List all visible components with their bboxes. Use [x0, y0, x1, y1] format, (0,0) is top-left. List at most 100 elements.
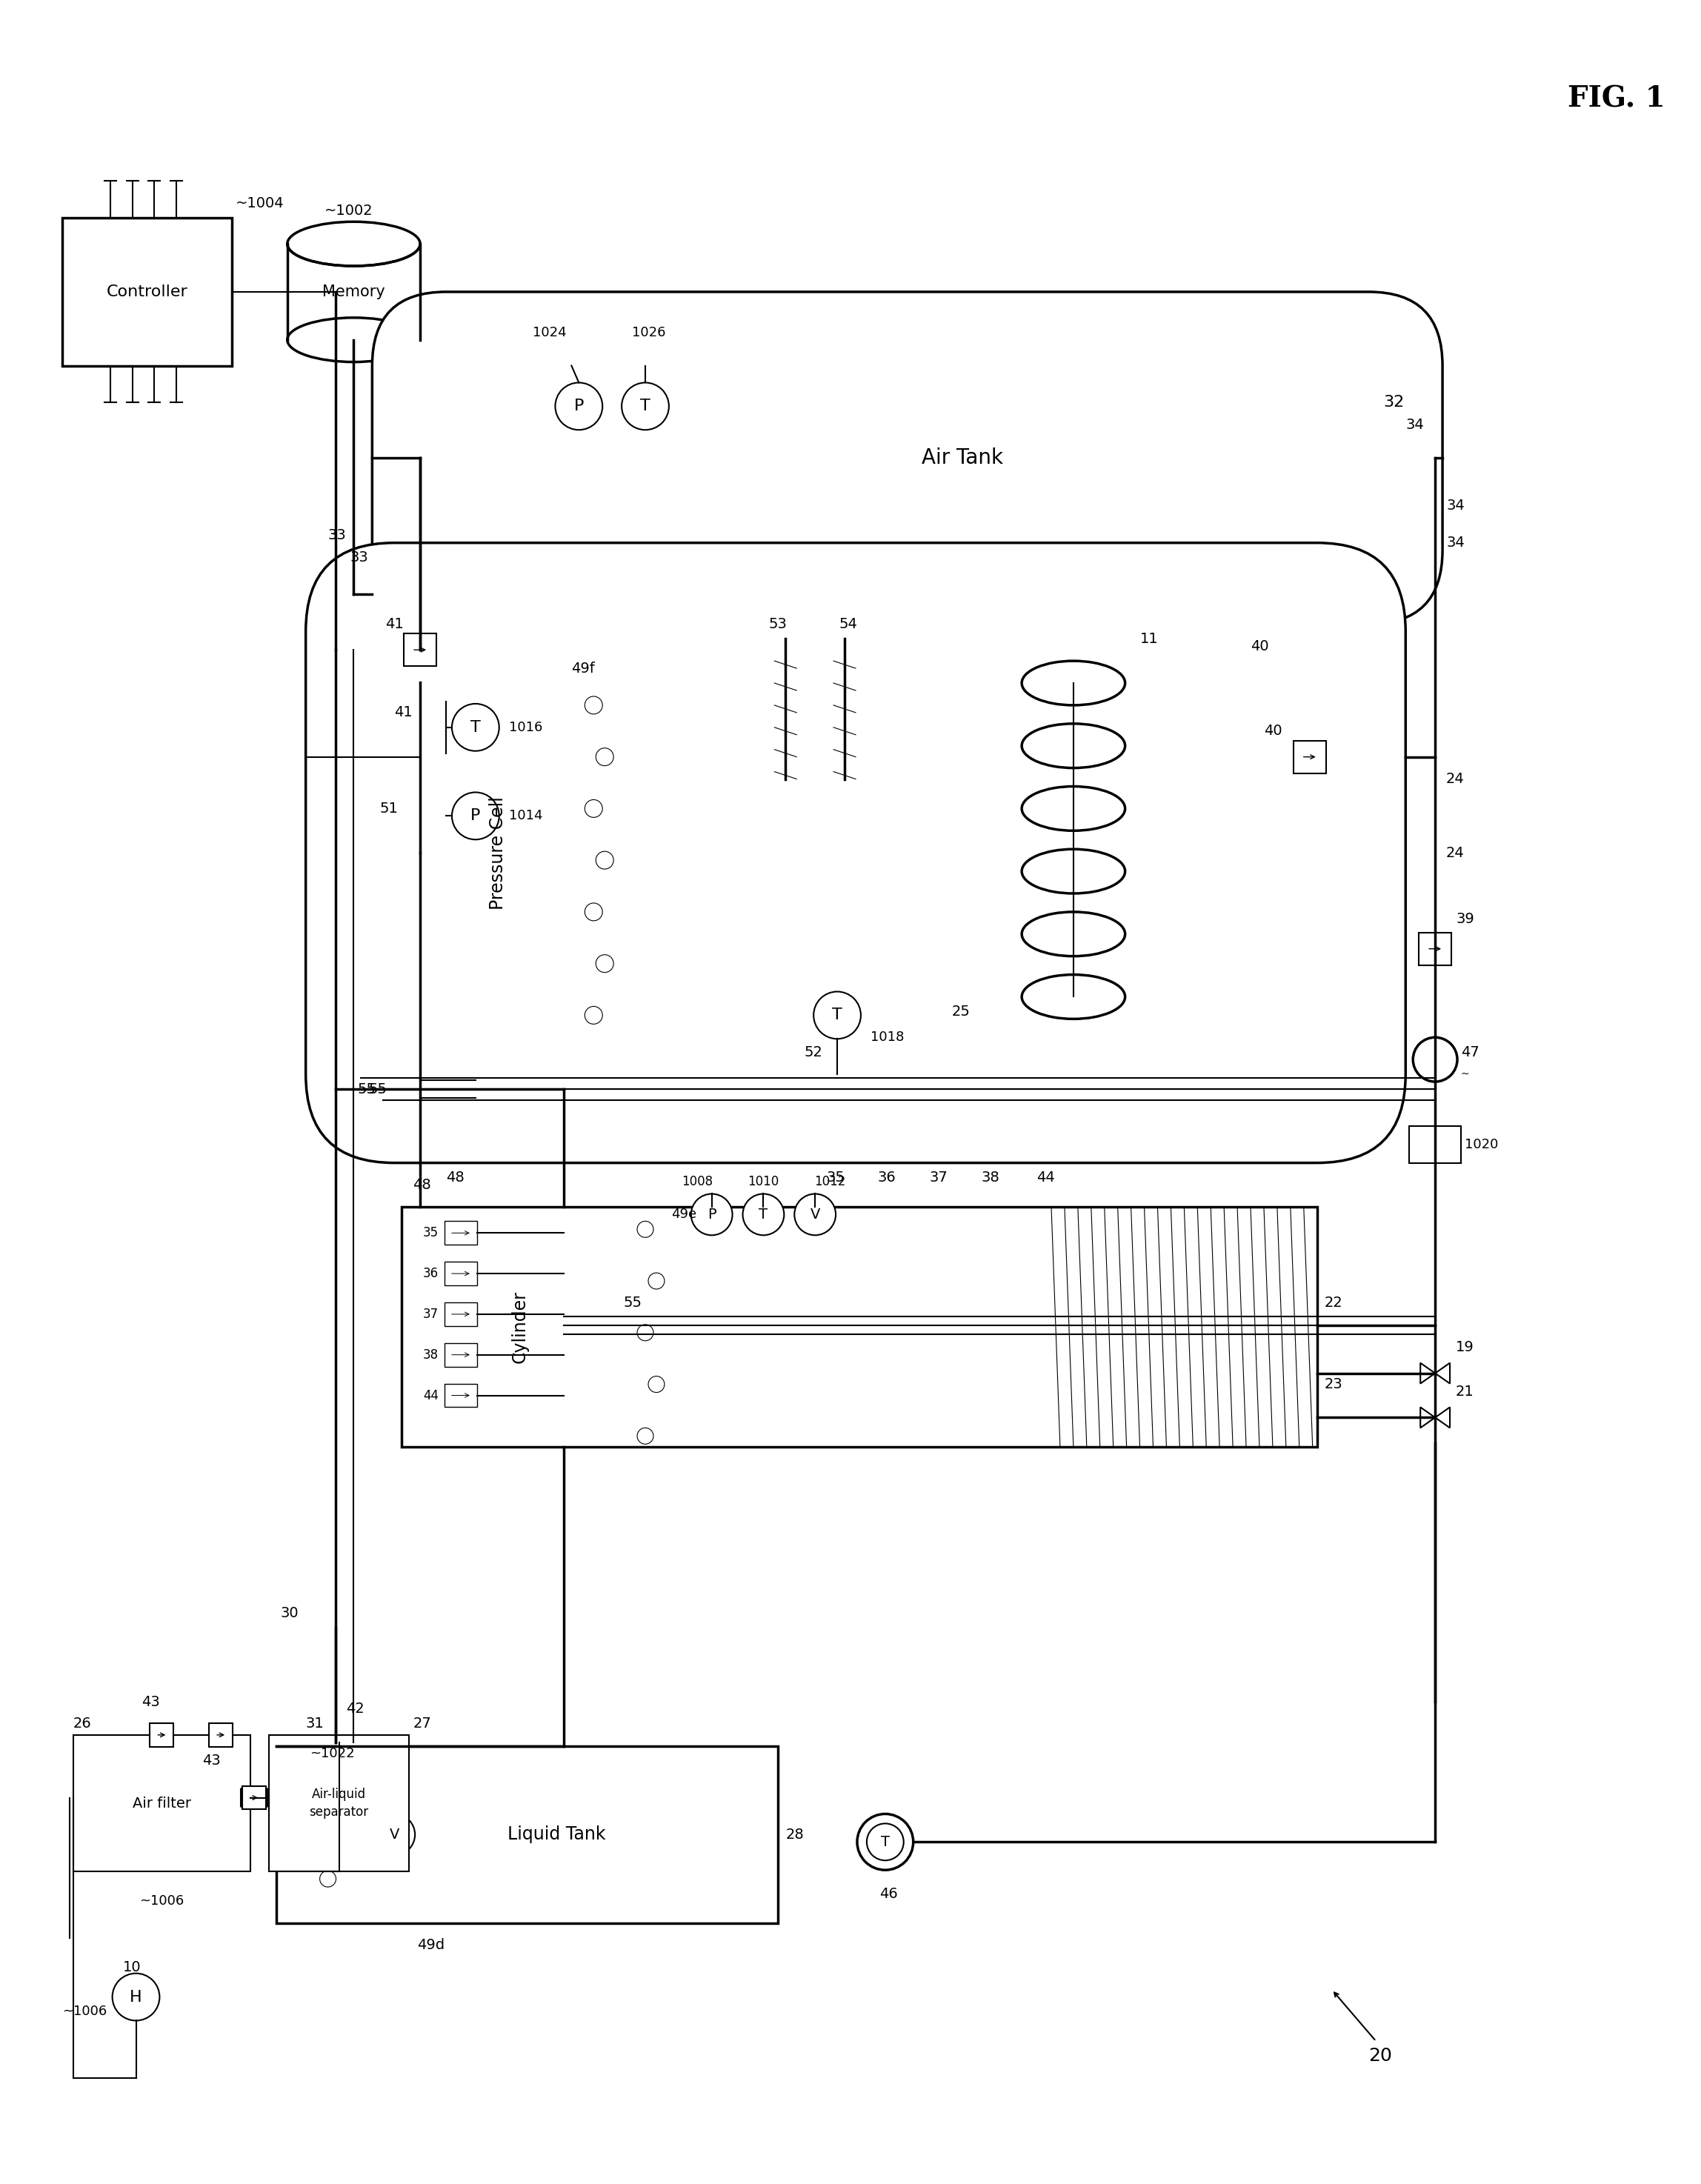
Text: 36: 36	[878, 1171, 896, 1184]
Polygon shape	[1420, 1363, 1436, 1385]
Text: 52: 52	[805, 1046, 823, 1059]
Circle shape	[857, 1815, 913, 1870]
Text: 37: 37	[424, 1308, 439, 1321]
Text: 41: 41	[384, 616, 403, 631]
Text: 22: 22	[1325, 1295, 1342, 1310]
Text: 1016: 1016	[509, 721, 543, 734]
Text: ~1006: ~1006	[61, 2005, 107, 2018]
Text: 1018: 1018	[871, 1031, 903, 1044]
Text: Cylinder: Cylinder	[510, 1291, 529, 1363]
Circle shape	[374, 1815, 415, 1854]
Text: Pressure Cell: Pressure Cell	[488, 797, 507, 909]
Bar	[444, 1221, 476, 1245]
Text: 44: 44	[424, 1389, 439, 1402]
Bar	[150, 1723, 174, 1747]
Text: ~1006: ~1006	[139, 1894, 184, 1907]
Text: P: P	[708, 1208, 716, 1221]
Text: 30: 30	[281, 1605, 298, 1621]
Bar	[1293, 740, 1325, 773]
Circle shape	[452, 793, 498, 839]
Text: 48: 48	[413, 1177, 432, 1192]
FancyBboxPatch shape	[306, 544, 1405, 1162]
Text: 34: 34	[1405, 417, 1424, 432]
Text: ~1022: ~1022	[310, 1747, 354, 1760]
Bar	[269, 1734, 408, 1872]
Polygon shape	[242, 1789, 253, 1806]
Ellipse shape	[287, 317, 420, 363]
Text: 36: 36	[424, 1267, 439, 1280]
Circle shape	[794, 1195, 835, 1236]
Text: 28: 28	[786, 1828, 805, 1841]
Text: 49d: 49d	[417, 1937, 446, 1952]
Text: Air filter: Air filter	[133, 1795, 191, 1811]
Text: Liquid Tank: Liquid Tank	[507, 1826, 606, 1843]
Polygon shape	[1436, 1363, 1449, 1385]
Polygon shape	[253, 1789, 267, 1806]
Text: 21: 21	[1456, 1385, 1475, 1398]
Circle shape	[868, 1824, 903, 1861]
Text: 55: 55	[369, 1081, 386, 1096]
Text: Air Tank: Air Tank	[922, 448, 1004, 467]
Text: 1012: 1012	[815, 1175, 845, 1188]
Circle shape	[743, 1195, 784, 1236]
FancyBboxPatch shape	[373, 293, 1442, 625]
Text: 1008: 1008	[682, 1175, 713, 1188]
Text: Air-liquid: Air-liquid	[311, 1789, 366, 1802]
Text: 31: 31	[306, 1717, 325, 1732]
Text: T: T	[640, 400, 650, 413]
Text: 1026: 1026	[633, 325, 665, 339]
Circle shape	[112, 1974, 160, 2020]
Text: 47: 47	[1461, 1046, 1480, 1059]
Polygon shape	[1436, 1406, 1449, 1428]
Text: 40: 40	[1250, 640, 1269, 653]
Text: T: T	[471, 721, 481, 734]
Text: 46: 46	[879, 1887, 898, 1900]
Text: 25: 25	[951, 1005, 970, 1018]
Text: ~1004: ~1004	[236, 197, 284, 210]
Text: 27: 27	[413, 1717, 430, 1732]
Polygon shape	[1420, 1406, 1436, 1428]
Bar	[1419, 933, 1451, 965]
Bar	[73, 1734, 250, 1872]
Text: 37: 37	[929, 1171, 947, 1184]
Bar	[63, 218, 231, 365]
Text: H: H	[129, 1990, 143, 2005]
Text: 1024: 1024	[532, 325, 566, 339]
Text: 40: 40	[1264, 725, 1283, 738]
Text: P: P	[573, 400, 583, 413]
Text: 44: 44	[1036, 1171, 1055, 1184]
Text: 1010: 1010	[748, 1175, 779, 1188]
Text: Memory: Memory	[321, 284, 384, 299]
Circle shape	[621, 382, 668, 430]
Bar	[444, 1262, 476, 1286]
Text: 55: 55	[623, 1295, 641, 1310]
Bar	[401, 1208, 1317, 1448]
Text: 24: 24	[1446, 845, 1465, 860]
Text: 32: 32	[1383, 395, 1405, 411]
Text: 20: 20	[1369, 2046, 1393, 2064]
Text: 43: 43	[202, 1754, 221, 1767]
Bar	[403, 633, 437, 666]
Text: separator: separator	[310, 1806, 369, 1819]
Circle shape	[813, 992, 861, 1040]
Text: Controller: Controller	[107, 284, 187, 299]
Text: FIG. 1: FIG. 1	[1568, 85, 1665, 114]
Text: 35: 35	[424, 1227, 439, 1241]
Ellipse shape	[287, 223, 420, 266]
Text: ~1002: ~1002	[325, 203, 373, 218]
Bar	[1410, 1127, 1461, 1162]
Text: 26: 26	[73, 1717, 92, 1732]
Text: 38: 38	[424, 1348, 439, 1361]
Text: 1020: 1020	[1465, 1138, 1499, 1151]
Text: V: V	[390, 1828, 400, 1841]
Text: 23: 23	[1325, 1378, 1342, 1391]
Text: 33: 33	[350, 550, 369, 566]
Text: 10: 10	[122, 1961, 141, 1974]
Text: T: T	[759, 1208, 767, 1221]
Bar	[444, 1302, 476, 1326]
Bar	[444, 1343, 476, 1367]
Text: V: V	[810, 1208, 820, 1221]
Text: 55: 55	[357, 1081, 376, 1096]
Text: 39: 39	[1456, 913, 1475, 926]
Text: 49f: 49f	[572, 662, 595, 675]
